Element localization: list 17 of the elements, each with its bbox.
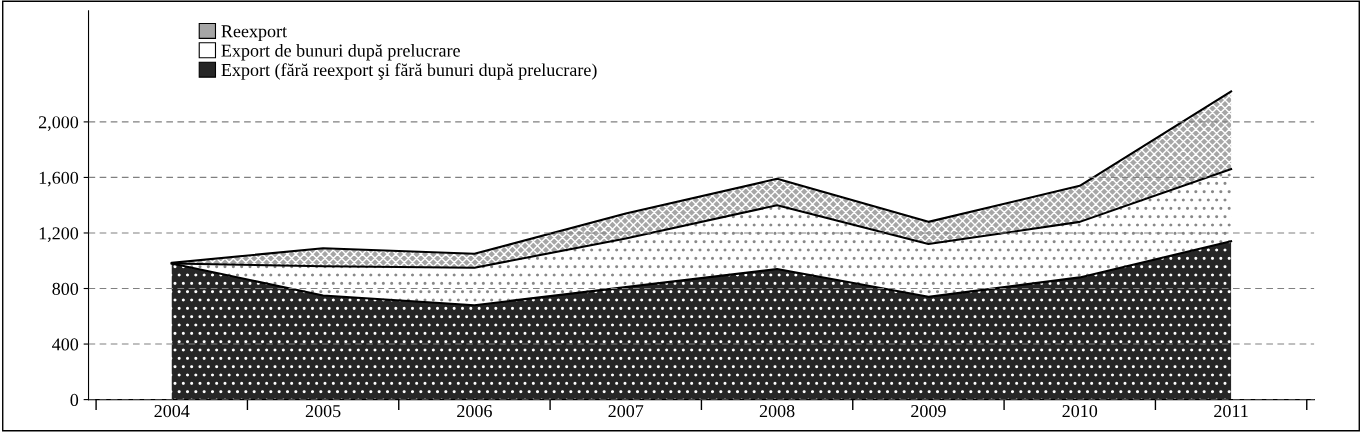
x-tick-label: 2007	[608, 404, 644, 418]
y-tick-label: 1,600	[39, 171, 79, 187]
x-tick-label: 2009	[911, 404, 946, 418]
legend-label: Export de bunuri după prelucrare	[221, 44, 460, 61]
y-tick-label: 2,000	[38, 116, 79, 131]
y-tick-label: 800	[52, 282, 79, 295]
x-tick-label: 2004	[154, 404, 190, 418]
x-tick-label: 2006	[457, 404, 492, 418]
x-tick-label: 2005	[305, 404, 341, 418]
legend-label: Reexport	[221, 25, 287, 42]
y-tick-label: 1,200	[39, 227, 79, 243]
y-tick-label: 400	[52, 338, 79, 351]
x-tick-label: 2011	[1214, 404, 1248, 418]
legend-label: Export (fără reexport şi fără bunuri după prelucrare)	[221, 63, 597, 80]
y-tick-label: 0	[70, 393, 79, 407]
x-tick-label: 2010	[1062, 404, 1098, 418]
x-tick-label: 2008	[759, 404, 795, 418]
